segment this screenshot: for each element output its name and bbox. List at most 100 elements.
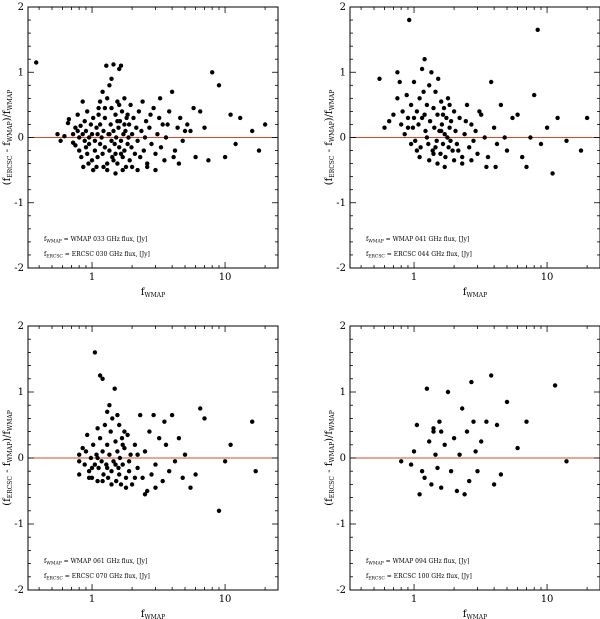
data-point xyxy=(494,422,500,428)
data-point xyxy=(104,63,109,68)
data-point xyxy=(123,164,129,170)
data-point xyxy=(140,99,145,104)
data-point xyxy=(439,128,444,134)
data-point xyxy=(157,436,162,441)
y-tick-label: -1 xyxy=(336,519,346,530)
data-point xyxy=(73,143,78,148)
data-point xyxy=(402,132,407,137)
data-point xyxy=(95,154,100,160)
data-point xyxy=(387,119,392,124)
data-point xyxy=(108,429,113,434)
data-point xyxy=(408,141,414,147)
data-point xyxy=(82,138,87,143)
data-point xyxy=(552,383,558,388)
data-point xyxy=(443,154,448,160)
x-axis-label: fWMAP xyxy=(141,609,165,619)
legend-note: fERCSC = ERCSC 044 GHz flux, [Jy] xyxy=(366,251,472,260)
data-point xyxy=(121,132,126,137)
data-point xyxy=(439,485,444,490)
data-point xyxy=(485,154,491,160)
data-point xyxy=(515,112,520,117)
data-point xyxy=(433,145,438,150)
data-point xyxy=(429,482,434,487)
data-point xyxy=(424,102,430,108)
data-point xyxy=(216,83,222,88)
data-point xyxy=(105,409,110,414)
data-point xyxy=(100,449,105,454)
data-point xyxy=(463,119,468,124)
data-point xyxy=(442,164,447,170)
data-point xyxy=(95,426,100,431)
data-point xyxy=(171,154,176,160)
data-point xyxy=(489,79,494,85)
panel-bottom-right: -2 -1 0 1 2 1 10 fWMAP (fERCSC - fWMAP)/fWMAP fWM… xyxy=(324,321,600,619)
data-point xyxy=(89,132,95,137)
data-point xyxy=(97,99,103,104)
data-point xyxy=(433,452,438,457)
data-point xyxy=(165,122,170,127)
data-point xyxy=(95,132,100,137)
data-point xyxy=(142,135,148,140)
data-point xyxy=(94,452,99,457)
data-point xyxy=(417,492,422,497)
data-point xyxy=(456,148,461,153)
data-point xyxy=(119,109,125,114)
data-point xyxy=(77,135,82,140)
data-point xyxy=(135,167,140,173)
data-point xyxy=(502,135,507,140)
data-point xyxy=(469,122,474,127)
data-point xyxy=(528,135,533,140)
legend-note: fWMAP = WMAP 094 GHz flux, [Jy] xyxy=(366,558,469,567)
data-point xyxy=(120,442,125,447)
data-point xyxy=(141,148,146,153)
y-tick-label: -1 xyxy=(14,198,24,209)
data-point xyxy=(532,92,537,98)
data-point xyxy=(411,79,417,85)
data-point xyxy=(112,141,117,147)
data-point xyxy=(143,119,149,124)
data-point xyxy=(104,462,109,467)
x-axis-label: fWMAP xyxy=(463,287,487,299)
data-point xyxy=(434,138,439,143)
data-point xyxy=(135,465,140,471)
data-point xyxy=(464,429,470,434)
data-point xyxy=(482,135,487,140)
data-point xyxy=(423,128,428,134)
data-point xyxy=(107,83,112,88)
data-point xyxy=(131,115,136,121)
data-point xyxy=(435,161,440,166)
data-point xyxy=(253,469,258,474)
data-point xyxy=(493,164,498,170)
data-point xyxy=(457,452,462,457)
data-point xyxy=(115,161,120,166)
x-tick-label: 1 xyxy=(89,272,95,283)
data-point xyxy=(444,115,449,121)
panel-top-right: -2 -1 0 1 2 1 10 fWMAP (fERCSC - fWMAP)/fWMAP fWM… xyxy=(324,2,600,299)
data-point xyxy=(132,151,138,156)
data-point xyxy=(446,145,451,150)
data-point xyxy=(163,135,169,140)
data-point xyxy=(118,63,124,68)
data-point xyxy=(377,76,382,82)
data-point xyxy=(91,442,96,447)
data-point xyxy=(94,164,99,170)
data-point xyxy=(109,469,114,474)
data-point xyxy=(91,115,96,121)
data-point xyxy=(450,148,455,153)
data-point xyxy=(250,128,255,134)
data-point xyxy=(405,125,411,130)
data-point xyxy=(489,373,494,378)
data-point xyxy=(193,154,198,160)
data-point xyxy=(83,128,89,134)
data-point xyxy=(122,148,127,153)
data-point xyxy=(422,475,427,480)
data-point xyxy=(555,115,560,121)
data-point xyxy=(139,128,144,134)
data-point xyxy=(453,128,458,134)
data-point xyxy=(113,171,118,176)
data-point xyxy=(145,488,150,494)
data-point xyxy=(92,148,98,153)
data-point xyxy=(80,445,85,451)
data-point xyxy=(185,122,190,127)
data-point xyxy=(438,151,443,156)
